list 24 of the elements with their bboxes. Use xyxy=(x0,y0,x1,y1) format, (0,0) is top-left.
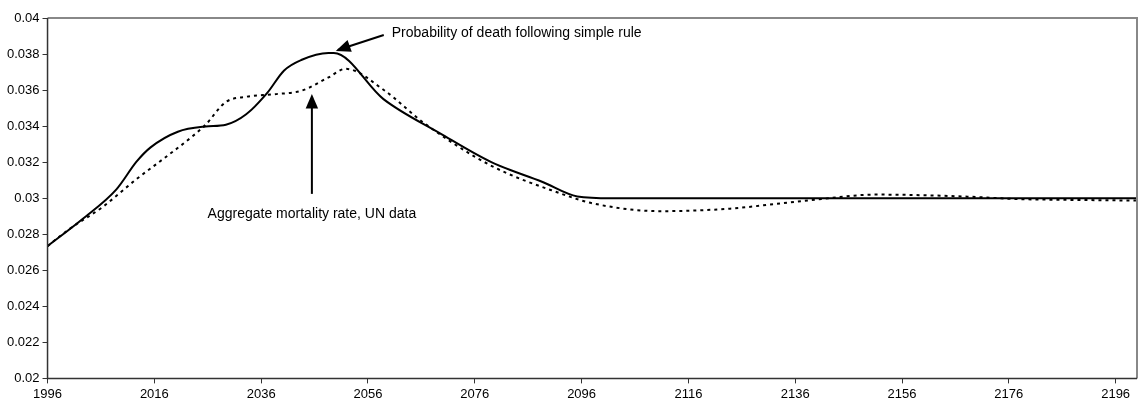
x-tick-label: 2136 xyxy=(780,385,810,401)
x-tick-label: 2016 xyxy=(139,385,169,401)
x-tick-label: 2076 xyxy=(460,385,490,401)
y-tick-label: 0.04 xyxy=(14,9,40,25)
y-tick-label: 0.03 xyxy=(14,189,40,205)
y-tick-label: 0.024 xyxy=(6,297,40,313)
y-tick-label: 0.034 xyxy=(6,117,40,133)
y-tick-label: 0.028 xyxy=(6,225,40,241)
y-tick-label: 0.02 xyxy=(14,369,40,385)
x-tick-label: 2196 xyxy=(1101,385,1131,401)
y-tick-label: 0.036 xyxy=(6,81,40,97)
y-tick-label: 0.022 xyxy=(6,333,40,349)
y-tick-label: 0.032 xyxy=(6,153,40,169)
x-tick-label: 2036 xyxy=(246,385,276,401)
x-tick-label: 2116 xyxy=(674,385,703,401)
x-tick-label: 1996 xyxy=(33,385,62,401)
annotation: Aggregate mortality rate, UN data xyxy=(207,204,417,221)
x-tick-label: 2096 xyxy=(567,385,597,401)
x-tick-label: 2176 xyxy=(994,385,1024,401)
y-tick-label: 0.026 xyxy=(6,261,40,277)
annotation: Probability of death following simple rule xyxy=(391,23,642,40)
x-tick-label: 2056 xyxy=(353,385,383,401)
x-tick-label: 2156 xyxy=(887,385,917,401)
y-tick-label: 0.038 xyxy=(6,45,40,61)
